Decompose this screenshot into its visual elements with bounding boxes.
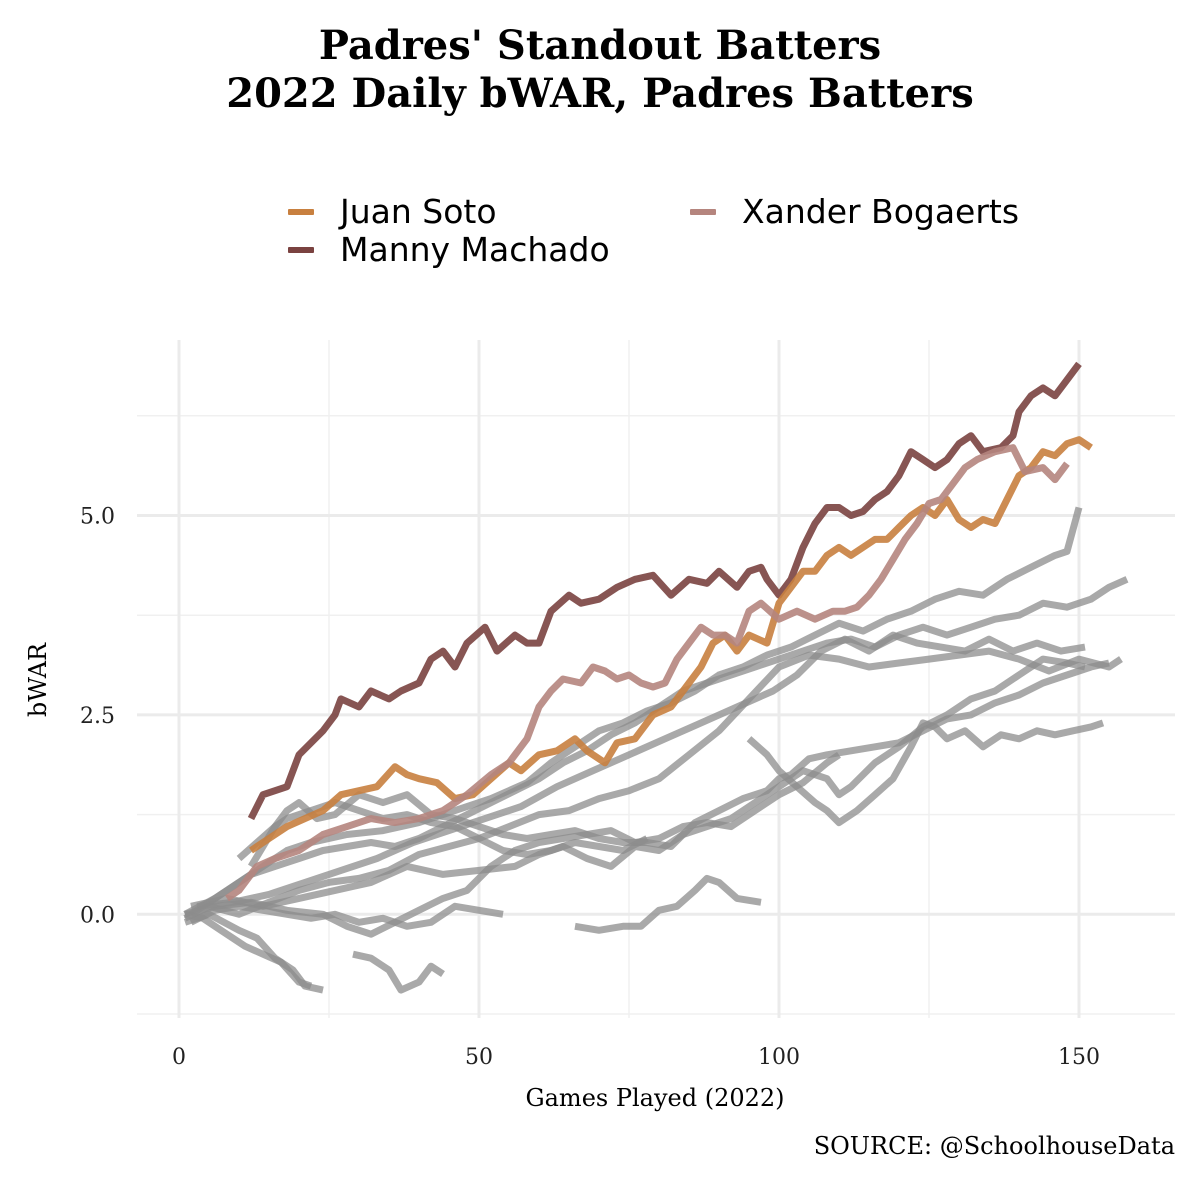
x-tick-label-2: 100 <box>758 1045 800 1070</box>
other-batter-line-4 <box>574 874 762 934</box>
source-caption: SOURCE: @SchoolhouseData <box>814 1132 1175 1160</box>
legend-key-manny-machado <box>288 247 314 253</box>
other-batter-line-9 <box>183 576 1129 918</box>
other-batter-line-7 <box>190 655 1086 910</box>
x-tick-label-1: 50 <box>465 1045 493 1070</box>
other-batter-line-14 <box>236 799 649 862</box>
axis-tick-labels: 0 50 100 150 0.0 2.5 5.0 <box>80 504 1100 1070</box>
series-line-juan-soto <box>249 436 1093 854</box>
y-tick-label-0: 0.0 <box>80 903 115 928</box>
legend-key-juan-soto <box>288 209 314 215</box>
legend-label-juan-soto: Juan Soto <box>340 192 497 231</box>
chart-title: Padres' Standout Batters 2022 Daily bWAR… <box>0 22 1200 118</box>
y-tick-label-1: 2.5 <box>80 704 115 729</box>
x-tick-label-0: 0 <box>172 1045 186 1070</box>
series-line-xander-bogaerts <box>225 444 1070 902</box>
other-batter-line-13 <box>248 659 1110 869</box>
other-batter-line-3 <box>352 950 445 994</box>
other-batter-line-10 <box>189 506 1083 918</box>
y-axis-title: bWAR <box>24 642 52 717</box>
series-line-manny-machado <box>247 361 1082 821</box>
legend-label-xander-bogaerts: Xander Bogaerts <box>742 192 1020 231</box>
chart-title-line-2: 2022 Daily bWAR, Padres Batters <box>226 70 974 117</box>
x-tick-label-3: 150 <box>1058 1045 1100 1070</box>
x-axis-title: Games Played (2022) <box>525 1084 784 1112</box>
highlighted-batters-lines <box>225 361 1093 902</box>
other-batter-line-6 <box>184 751 841 938</box>
legend-key-xander-bogaerts <box>690 209 716 215</box>
other-batter-line-8 <box>746 719 1105 827</box>
other-batter-line-5 <box>189 902 504 930</box>
chart-title-line-1: Padres' Standout Batters <box>318 22 882 69</box>
other-batter-line-12 <box>183 647 1123 922</box>
other-batter-line-2 <box>184 910 313 990</box>
legend-label-manny-machado: Manny Machado <box>340 230 610 269</box>
other-batters-lines <box>183 506 1129 994</box>
y-tick-label-2: 5.0 <box>80 504 115 529</box>
other-batter-line-11 <box>196 631 1086 910</box>
